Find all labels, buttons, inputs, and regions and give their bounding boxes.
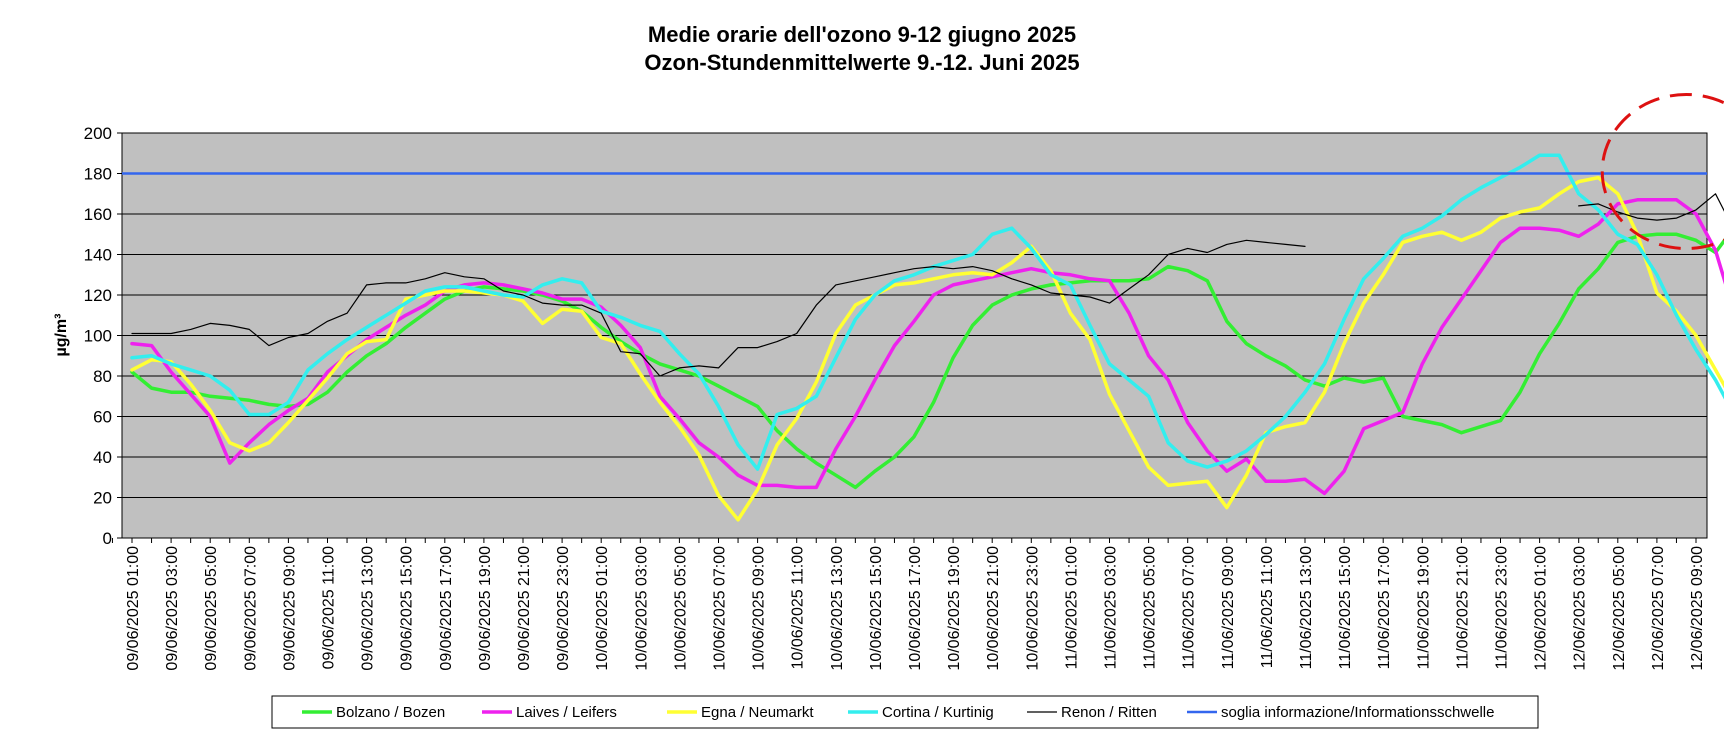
y-tick-label: 140 [84, 246, 112, 265]
x-tick-label: 10/06/2025 09:00 [751, 546, 768, 671]
x-tick-label: 10/06/2025 05:00 [672, 546, 689, 671]
x-tick-label: 10/06/2025 23:00 [1024, 546, 1041, 671]
series-line-renon [131, 193, 1724, 377]
x-tick-label: 10/06/2025 15:00 [868, 546, 885, 671]
y-tick-label: 60 [93, 408, 112, 427]
y-tick-label: 180 [84, 165, 112, 184]
x-tick-label: 09/06/2025 13:00 [360, 546, 377, 671]
x-tick-label: 11/06/2025 21:00 [1454, 546, 1471, 669]
x-tick-label: 10/06/2025 07:00 [712, 546, 729, 671]
x-tick-label: 11/06/2025 09:00 [1220, 546, 1237, 669]
x-tick-label: 09/06/2025 19:00 [477, 546, 494, 671]
y-tick-label: 160 [84, 205, 112, 224]
x-tick-label: 11/06/2025 19:00 [1415, 546, 1432, 669]
y-tick-label: 40 [93, 448, 112, 467]
x-tick-label: 11/06/2025 13:00 [1298, 546, 1315, 669]
legend-label: Renon / Ritten [1061, 704, 1157, 721]
x-tick-label: 12/06/2025 01:00 [1533, 546, 1550, 671]
y-axis: 0 20 40 60 80 100 120 140 160 180 200 [84, 124, 122, 548]
x-axis: 09/06/2025 01:00 09/06/2025 03:00 09/06/20… [111, 538, 1706, 671]
legend-label: soglia informazione/Informationsschwelle [1221, 704, 1494, 721]
y-tick-label: 100 [84, 327, 112, 346]
series-group [122, 153, 1724, 522]
x-tick-label: 11/06/2025 23:00 [1494, 546, 1511, 669]
x-tick-label: 09/06/2025 17:00 [438, 546, 455, 671]
x-tick-label: 09/06/2025 23:00 [555, 546, 572, 671]
x-tick-label: 09/06/2025 05:00 [203, 546, 220, 671]
y-tick-label: 200 [84, 124, 112, 143]
x-tick-label: 12/06/2025 03:00 [1572, 546, 1589, 671]
x-tick-label: 10/06/2025 01:00 [594, 546, 611, 671]
y-axis-label: µg/m³ [53, 314, 70, 357]
y-tick-label: 0 [103, 529, 112, 548]
x-tick-label: 09/06/2025 07:00 [242, 546, 259, 671]
x-tick-label: 11/06/2025 03:00 [1103, 546, 1120, 669]
series-line-egna [130, 175, 1724, 522]
y-tick-label: 120 [84, 286, 112, 305]
chart-title-line-1: Medie orarie dell'ozono 9-12 giugno 2025 [648, 22, 1076, 47]
annotation-group [1600, 93, 1724, 250]
x-tick-label: 09/06/2025 15:00 [399, 546, 416, 671]
x-tick-label: 10/06/2025 21:00 [985, 546, 1002, 671]
x-tick-label: 12/06/2025 05:00 [1611, 546, 1628, 671]
x-tick-label: 12/06/2025 07:00 [1650, 546, 1667, 671]
x-tick-label: 09/06/2025 03:00 [164, 546, 181, 671]
x-tick-label: 10/06/2025 19:00 [946, 546, 963, 671]
x-tick-label: 11/06/2025 17:00 [1376, 546, 1393, 669]
x-tick-label: 10/06/2025 03:00 [633, 546, 650, 671]
x-tick-label: 12/06/2025 09:00 [1689, 546, 1706, 671]
x-tick-label: 11/06/2025 07:00 [1181, 546, 1198, 669]
x-tick-label: 09/06/2025 09:00 [281, 546, 298, 671]
x-tick-label: 11/06/2025 01:00 [1063, 546, 1080, 669]
series-line-laives [130, 198, 1724, 496]
legend-label: Egna / Neumarkt [701, 704, 814, 721]
legend-label: Cortina / Kurtinig [882, 704, 994, 721]
x-tick-label: 11/06/2025 11:00 [1259, 546, 1276, 668]
x-tick-label: 11/06/2025 05:00 [1142, 546, 1159, 669]
y-tick-label: 20 [93, 489, 112, 508]
x-tick-label: 10/06/2025 11:00 [790, 546, 807, 669]
x-tick-label: 09/06/2025 01:00 [125, 546, 142, 671]
x-tick-label: 11/06/2025 15:00 [1337, 546, 1354, 669]
legend-label: Laives / Leifers [516, 704, 617, 721]
x-tick-label: 09/06/2025 11:00 [321, 546, 338, 669]
legend: Bolzano / Bozen Laives / Leifers Egna / Ne… [302, 704, 1494, 721]
legend-label: Bolzano / Bozen [336, 704, 445, 721]
series-line-cortina [130, 153, 1724, 471]
x-tick-label: 09/06/2025 21:00 [516, 546, 533, 671]
x-tick-label: 10/06/2025 13:00 [829, 546, 846, 671]
highlight-ellipse [1600, 93, 1724, 250]
y-tick-label: 80 [93, 367, 112, 386]
x-tick-label: 10/06/2025 17:00 [907, 546, 924, 671]
chart-title-line-2: Ozon-Stundenmittelwerte 9.-12. Juni 2025 [644, 50, 1079, 75]
